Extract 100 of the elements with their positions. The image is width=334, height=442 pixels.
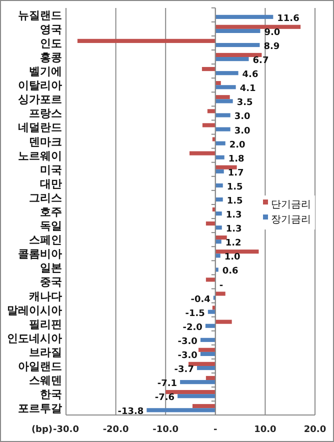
data-label: 1.7 [228, 168, 244, 178]
bar [200, 338, 216, 342]
data-label: 8.9 [264, 42, 280, 52]
bar [215, 183, 223, 188]
y-tick-label: 호주 [40, 206, 62, 218]
data-label: 1.2 [225, 238, 242, 249]
text: (bp) [31, 425, 53, 435]
bar [215, 141, 226, 146]
bar [190, 151, 216, 156]
data-label: 1.8 [228, 154, 244, 164]
y-tick-label: 미국 [40, 163, 62, 176]
y-tick-label: 스웨덴 [29, 374, 62, 388]
data-label: 4.6 [242, 70, 258, 80]
data-label: 2.0 [229, 140, 246, 150]
y-tick-label: 덴마크 [29, 135, 62, 148]
bar [212, 306, 216, 310]
bar [215, 320, 232, 324]
bar [192, 404, 216, 408]
bar [207, 109, 216, 114]
legend-label: 단기금리 [271, 200, 311, 210]
bar [215, 81, 221, 86]
data-label: -13.8 [118, 407, 144, 418]
x-tick-label: -10.0 [152, 425, 179, 435]
data-label: -0.4 [190, 294, 210, 305]
bar [198, 348, 216, 352]
bar [206, 221, 216, 226]
bar [196, 366, 216, 370]
bar [215, 169, 224, 174]
data-label: 9.0 [264, 28, 280, 38]
data-label: 1.5 [226, 196, 243, 206]
bar [215, 113, 230, 118]
bar [215, 240, 222, 244]
bar [215, 95, 230, 100]
legend-label: 장기금리 [271, 214, 311, 226]
data-label: -1.5 [185, 308, 205, 319]
data-label: 3.0 [234, 126, 250, 136]
y-tick-label: 일본 [40, 262, 62, 275]
bar [202, 66, 216, 72]
y-tick-label: 캐나다 [28, 290, 62, 303]
y-tick-label: 필리핀 [29, 318, 62, 331]
y-tick-label: 한국 [40, 388, 62, 402]
data-label: -7.1 [157, 379, 178, 390]
y-tick-label: 이탈리아 [18, 79, 62, 92]
bar [166, 390, 216, 394]
bar [206, 278, 216, 282]
bar [77, 38, 216, 43]
bar [215, 127, 230, 132]
bar [215, 52, 262, 58]
y-tick-label: 네덜란드 [18, 121, 62, 134]
bar [206, 376, 216, 380]
data-label: -2.0 [182, 322, 202, 333]
y-tick-label: 중국 [40, 276, 62, 289]
data-label: 1.0 [224, 252, 240, 263]
bar [215, 57, 249, 62]
data-label: -3.0 [178, 350, 198, 361]
data-label: -7.6 [154, 393, 175, 404]
y-tick-label: 그리스 [29, 191, 62, 204]
data-label: 3.5 [236, 98, 253, 108]
bar [212, 137, 216, 142]
bar [215, 250, 259, 254]
bar [215, 155, 224, 160]
y-tick-label: 뉴질랜드 [18, 8, 62, 22]
data-label: 6.7 [252, 56, 269, 66]
bar [215, 28, 260, 33]
bar [208, 310, 216, 314]
y-tick-label: 영국 [40, 22, 62, 36]
bar [215, 24, 301, 29]
bar [180, 380, 216, 384]
bar [188, 362, 216, 366]
bar [215, 197, 223, 202]
x-tick-label: - [214, 425, 218, 435]
y-tick-label: 아일랜드 [18, 360, 62, 373]
x-tick-label: -30.0 [53, 425, 79, 435]
bar [215, 236, 227, 240]
data-label: 1.5 [226, 182, 243, 192]
y-tick-label: 인도 [40, 36, 62, 50]
bar [215, 226, 222, 230]
y-tick-label: 노르웨이 [18, 149, 62, 162]
bar [146, 408, 216, 412]
y-tick-label: 프랑스 [29, 107, 62, 120]
y-tick-label: 스페인 [29, 234, 62, 247]
data-label: -3.0 [178, 336, 198, 347]
data-label: 11.6 [277, 14, 300, 24]
y-tick-label: 홍콩 [40, 51, 62, 64]
data-label: 4.1 [240, 84, 256, 94]
x-tick-label: 20.0 [304, 425, 326, 435]
bar [215, 212, 222, 216]
y-tick-label: 브라질 [29, 346, 62, 359]
data-label: 1.3 [226, 210, 242, 221]
bar [215, 71, 238, 76]
data-label: - [219, 280, 224, 291]
data-label: -3.7 [174, 365, 194, 376]
data-label: 3.0 [234, 112, 250, 122]
y-tick-label: 포르투갈 [18, 402, 62, 416]
data-label: 0.6 [222, 266, 238, 277]
bar [215, 85, 236, 90]
bar [215, 292, 226, 296]
bar [200, 352, 216, 356]
y-tick-label: 벨기에 [29, 65, 62, 78]
y-tick-label: 독일 [40, 220, 62, 233]
